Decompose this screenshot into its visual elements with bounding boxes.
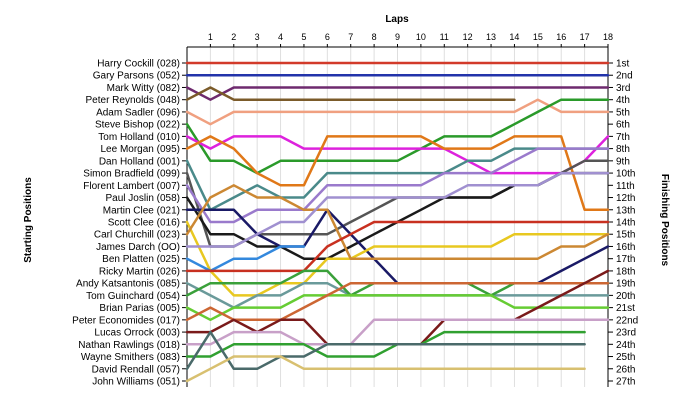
driver-label: Peter Economides (017) <box>72 315 180 326</box>
x-tick-label: 17 <box>580 32 590 42</box>
driver-label: Florent Lambert (007) <box>83 181 180 192</box>
finishing-position-label: 19th <box>616 279 635 290</box>
driver-label: Ben Platten (025) <box>102 254 180 265</box>
finishing-position-label: 5th <box>616 107 630 118</box>
grid <box>186 47 609 387</box>
finishing-position-label: 9th <box>616 156 630 167</box>
labels: 1st2nd3rd4th5th6th7th8th9th10th11th12th1… <box>72 59 638 388</box>
x-tick-label: 16 <box>556 32 566 42</box>
finishing-position-label: 22nd <box>616 315 638 326</box>
finishing-position-label: 3rd <box>616 83 630 94</box>
left-axis-title: Starting Positions <box>23 177 34 263</box>
driver-label: Nathan Rawlings (018) <box>78 340 180 351</box>
finishing-position-label: 27th <box>616 377 635 388</box>
driver-label: Carl Churchill (023) <box>94 230 180 241</box>
series-line <box>185 135 610 212</box>
series-line <box>185 318 610 346</box>
driver-label: Wayne Smithers (083) <box>81 352 180 363</box>
x-tick-label: 11 <box>440 32 449 42</box>
finishing-position-label: 12th <box>616 193 635 204</box>
finishing-position-label: 25th <box>616 352 635 363</box>
x-tick-label: 13 <box>486 32 496 42</box>
x-tick-label: 8 <box>372 32 377 42</box>
finishing-position-label: 17th <box>616 254 635 265</box>
series-line <box>185 184 610 260</box>
series-line <box>185 147 610 224</box>
finishing-position-label: 1st <box>616 59 630 70</box>
finishing-position-label: 20th <box>616 291 635 302</box>
axes: 1 2 3 4 5 6 7 8 9 10 11 12 13 14 15 16 17 18 <box>182 32 613 387</box>
series-line <box>185 86 610 101</box>
driver-label: Adam Sadler (096) <box>96 107 180 118</box>
series-line <box>185 98 610 126</box>
series-line <box>185 86 516 101</box>
finishing-position-label: 14th <box>616 218 635 229</box>
driver-label: Martin Clee (021) <box>103 205 180 216</box>
driver-label: Andy Katsantonis (085) <box>76 279 180 290</box>
series-line <box>185 355 586 383</box>
x-tick-label: 15 <box>533 32 543 42</box>
driver-label: Gary Parsons (052) <box>93 71 180 82</box>
driver-label: Mark Witty (082) <box>107 83 180 94</box>
driver-label: Ricky Martin (026) <box>99 266 180 277</box>
finishing-position-label: 21st <box>616 303 635 314</box>
series-line <box>185 220 610 273</box>
finishing-position-label: 2nd <box>616 71 633 82</box>
x-tick-label: 10 <box>416 32 426 42</box>
chart-title: Laps <box>385 14 409 25</box>
series-line <box>185 281 610 322</box>
series-line <box>185 135 610 175</box>
driver-label: Dan Holland (001) <box>99 156 180 167</box>
finishing-position-label: 16th <box>616 242 635 253</box>
driver-label: Tom Holland (010) <box>98 132 180 143</box>
driver-label: Peter Reynolds (048) <box>86 95 181 106</box>
finishing-position-label: 11th <box>616 181 635 192</box>
series-line <box>185 171 610 248</box>
finishing-position-label: 13th <box>616 205 635 216</box>
finishing-position-label: 23rd <box>616 328 636 339</box>
x-tick-label: 2 <box>231 32 236 42</box>
x-tick-label: 12 <box>463 32 473 42</box>
driver-label: David Rendall (057) <box>92 364 180 375</box>
driver-label: Lee Morgan (095) <box>101 144 181 155</box>
x-tick-label: 18 <box>603 32 613 42</box>
driver-label: Lucas Orrock (003) <box>94 328 180 339</box>
driver-label: James Darch (OO) <box>96 242 180 253</box>
x-tick-label: 5 <box>301 32 306 42</box>
finishing-position-label: 7th <box>616 132 630 143</box>
series-line <box>185 245 306 273</box>
driver-label: Scott Clee (016) <box>108 218 180 229</box>
x-tick-label: 6 <box>325 32 330 42</box>
finishing-position-label: 15th <box>616 230 635 241</box>
finishing-position-label: 26th <box>616 364 635 375</box>
x-tick-label: 1 <box>208 32 213 42</box>
driver-label: Tom Guinchard (054) <box>86 291 180 302</box>
x-tick-label: 4 <box>278 32 283 42</box>
finishing-position-label: 10th <box>616 169 635 180</box>
series-line <box>185 330 586 371</box>
driver-label: Steve Bishop (022) <box>95 120 180 131</box>
series-lines <box>185 61 610 383</box>
finishing-position-label: 8th <box>616 144 630 155</box>
x-tick-label: 3 <box>255 32 260 42</box>
x-tick-label: 7 <box>348 32 353 42</box>
finishing-position-label: 6th <box>616 120 630 131</box>
driver-label: Harry Cockill (028) <box>97 59 180 70</box>
finishing-position-label: 24th <box>616 340 635 351</box>
finishing-position-label: 18th <box>616 266 635 277</box>
x-tick-label: 9 <box>395 32 400 42</box>
driver-label: Brian Parias (005) <box>99 303 180 314</box>
driver-label: John Williams (051) <box>92 377 180 388</box>
x-tick-label: 14 <box>509 32 519 42</box>
right-axis-title: Finishing Positions <box>659 174 670 267</box>
driver-label: Simon Bradfield (099) <box>83 169 180 180</box>
finishing-position-label: 4th <box>616 95 630 106</box>
series-line <box>185 330 586 358</box>
driver-label: Paul Joslin (058) <box>106 193 180 204</box>
